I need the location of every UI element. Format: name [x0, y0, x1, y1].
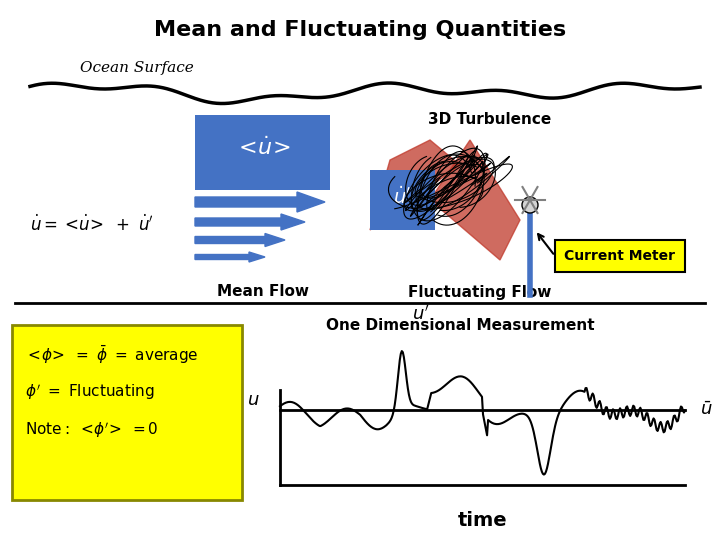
Text: Mean Flow: Mean Flow	[217, 285, 309, 300]
Text: $u$: $u$	[248, 391, 260, 409]
Polygon shape	[430, 140, 520, 260]
Text: time: time	[458, 510, 508, 530]
Text: $\bar{u}$: $\bar{u}$	[700, 401, 713, 419]
Text: Mean and Fluctuating Quantities: Mean and Fluctuating Quantities	[154, 20, 566, 40]
FancyArrow shape	[195, 252, 265, 262]
Bar	[195, 115, 330, 190]
Text: $<\!\phi\!>\ =\ \bar{\phi}\ =\ \mathrm{average}$: $<\!\phi\!>\ =\ \bar{\phi}\ =\ \mathrm{a…	[25, 344, 199, 366]
Bar	[555, 240, 685, 272]
FancyArrow shape	[195, 192, 325, 212]
Text: Current Meter: Current Meter	[564, 249, 675, 263]
Text: $\dot{u}^{\prime}$: $\dot{u}^{\prime}$	[393, 186, 412, 208]
Text: $\phi^{\prime}\ =\ \mathrm{Fluctuating}$: $\phi^{\prime}\ =\ \mathrm{Fluctuating}$	[25, 382, 155, 402]
Text: $\dot{u} = <\!\dot{u}\!>\ +\ \dot{u}^{\prime}$: $\dot{u} = <\!\dot{u}\!>\ +\ \dot{u}^{\p…	[30, 215, 154, 235]
Circle shape	[522, 197, 538, 213]
Bar	[12, 325, 242, 500]
Text: 3D Turbulence: 3D Turbulence	[428, 112, 552, 127]
Text: $<\!\dot{u}\!>$: $<\!\dot{u}\!>$	[234, 136, 291, 159]
Bar	[370, 170, 435, 230]
FancyArrow shape	[195, 233, 285, 246]
Text: Ocean Surface: Ocean Surface	[80, 61, 194, 75]
FancyArrow shape	[195, 214, 305, 230]
Polygon shape	[370, 140, 460, 230]
Text: $u^{\prime}$: $u^{\prime}$	[412, 304, 429, 323]
Text: One Dimensional Measurement: One Dimensional Measurement	[325, 318, 594, 333]
Text: Fluctuating Flow: Fluctuating Flow	[408, 285, 552, 300]
Text: $\mathrm{Note:}\ <\!\phi^{\prime}\!>\ =0$: $\mathrm{Note:}\ <\!\phi^{\prime}\!>\ =0…	[25, 420, 158, 440]
